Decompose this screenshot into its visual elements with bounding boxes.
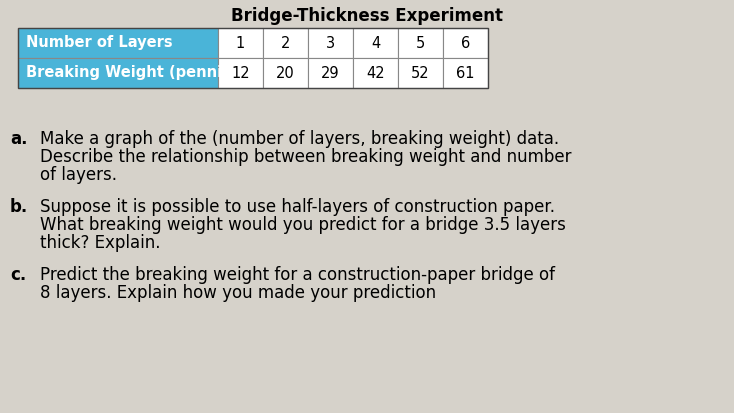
Text: 42: 42: [366, 66, 385, 81]
Bar: [18, 28, 488, 88]
Text: c.: c.: [10, 266, 26, 284]
Text: Number of Layers: Number of Layers: [26, 36, 172, 50]
Bar: [263, 28, 308, 58]
Text: 5: 5: [416, 36, 425, 50]
Bar: [308, 58, 353, 88]
Bar: [398, 28, 443, 58]
Text: Breaking Weight (pennies): Breaking Weight (pennies): [26, 66, 247, 81]
Text: Bridge-Thickness Experiment: Bridge-Thickness Experiment: [231, 7, 503, 25]
Bar: [308, 28, 353, 58]
Text: 12: 12: [231, 66, 250, 81]
Bar: [218, 28, 263, 58]
Text: b.: b.: [10, 198, 28, 216]
Text: 4: 4: [371, 36, 380, 50]
Bar: [443, 28, 488, 58]
Text: Describe the relationship between breaking weight and number: Describe the relationship between breaki…: [40, 148, 572, 166]
Text: 61: 61: [457, 66, 475, 81]
Text: 29: 29: [321, 66, 340, 81]
Bar: [353, 28, 398, 58]
Text: 20: 20: [276, 66, 295, 81]
Text: 3: 3: [326, 36, 335, 50]
Text: a.: a.: [10, 130, 27, 148]
Bar: [398, 58, 443, 88]
Text: Suppose it is possible to use half-layers of construction paper.: Suppose it is possible to use half-layer…: [40, 198, 555, 216]
Bar: [443, 58, 488, 88]
Bar: [353, 58, 398, 88]
Bar: [263, 58, 308, 88]
Text: 6: 6: [461, 36, 470, 50]
Bar: [218, 58, 263, 88]
Text: 1: 1: [236, 36, 245, 50]
Text: 2: 2: [281, 36, 290, 50]
Bar: [18, 58, 218, 88]
Text: 52: 52: [411, 66, 430, 81]
Text: Predict the breaking weight for a construction-paper bridge of: Predict the breaking weight for a constr…: [40, 266, 555, 284]
Text: Make a graph of the (number of layers, breaking weight) data.: Make a graph of the (number of layers, b…: [40, 130, 559, 148]
Bar: [18, 28, 218, 58]
Text: thick? Explain.: thick? Explain.: [40, 234, 161, 252]
Text: What breaking weight would you predict for a bridge 3.5 layers: What breaking weight would you predict f…: [40, 216, 566, 234]
Text: of layers.: of layers.: [40, 166, 117, 184]
Text: 8 layers. Explain how you made your prediction: 8 layers. Explain how you made your pred…: [40, 284, 436, 302]
